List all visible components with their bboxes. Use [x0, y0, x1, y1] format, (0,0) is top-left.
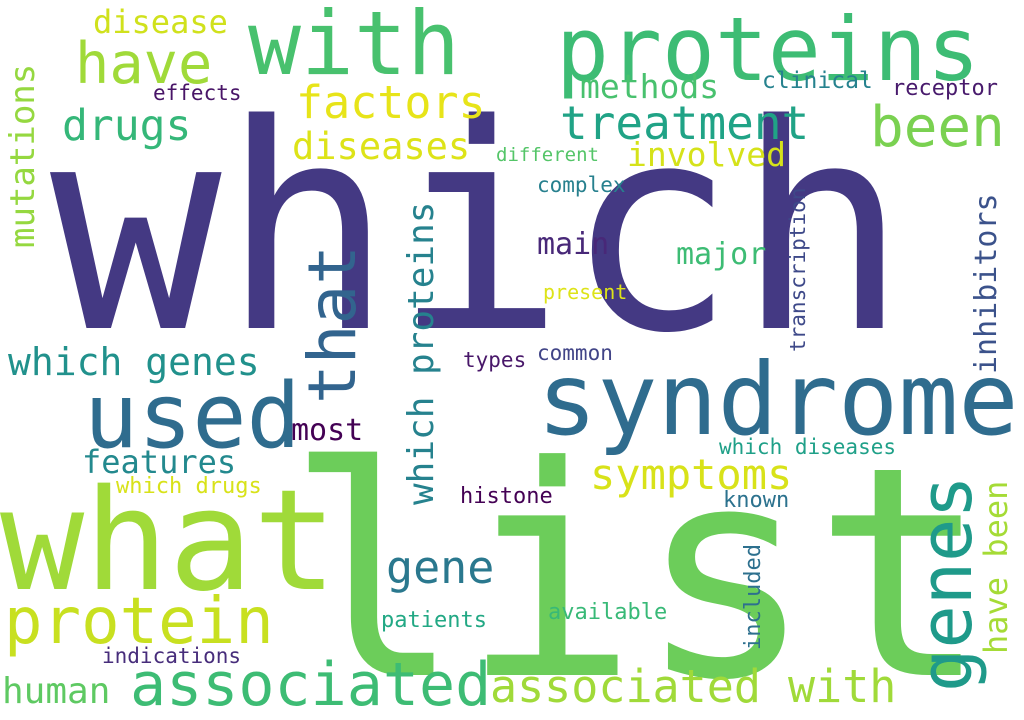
word-associated: associated — [130, 650, 492, 720]
word-used: used — [84, 364, 301, 469]
word-diseases: diseases — [292, 125, 471, 168]
word-list: list — [286, 404, 990, 720]
word-which: which — [50, 64, 908, 396]
word-different: different — [496, 144, 599, 166]
word-human: human — [2, 671, 111, 712]
word-most: most — [291, 413, 364, 448]
word-syndrome: syndrome — [537, 341, 1019, 458]
word-symptoms: symptoms — [590, 450, 793, 499]
word-protein: protein — [4, 585, 274, 659]
word-patients: patients — [381, 608, 487, 633]
word-have-been: have been — [977, 480, 1015, 654]
word-with: with — [248, 0, 460, 95]
word-which-genes: which genes — [8, 340, 260, 384]
word-disease: disease — [93, 3, 228, 41]
word-mutations: mutations — [3, 63, 43, 248]
word-that: that — [294, 245, 371, 404]
word-which-drugs: which drugs — [116, 474, 262, 499]
word-what: what — [0, 460, 338, 623]
word-present: present — [543, 280, 628, 304]
word-methods: methods — [580, 67, 720, 106]
word-main: main — [537, 227, 610, 262]
word-clinical: clinical — [762, 68, 873, 94]
word-inhibitors: inhibitors — [969, 193, 1004, 374]
word-genes: genes — [904, 475, 988, 692]
word-have: have — [75, 31, 213, 97]
word-available: available — [548, 600, 668, 625]
word-indications: indications — [102, 644, 242, 668]
word-types: types — [463, 348, 527, 372]
word-gene: gene — [386, 541, 495, 594]
word-features: features — [82, 443, 237, 481]
word-known: known — [723, 488, 790, 513]
word-which-proteins: which proteins — [401, 201, 442, 505]
word-proteins: proteins — [556, 0, 980, 101]
word-effects: effects — [153, 81, 242, 105]
word-histone: histone — [460, 484, 553, 509]
word-been: been — [870, 95, 1005, 160]
word-transcription: transcription — [786, 187, 810, 352]
word-which-diseases: which diseases — [719, 435, 897, 459]
word-treatment: treatment — [560, 96, 810, 150]
word-major: major — [676, 237, 767, 272]
word-receptor: receptor — [892, 76, 998, 101]
word-included: included — [741, 544, 766, 650]
word-associated-with: associated with — [490, 660, 897, 713]
word-drugs: drugs — [62, 101, 192, 151]
word-common: common — [537, 341, 613, 365]
word-factors: factors — [296, 76, 486, 129]
word-involved: involved — [627, 135, 786, 174]
word-complex: complex — [537, 173, 626, 197]
